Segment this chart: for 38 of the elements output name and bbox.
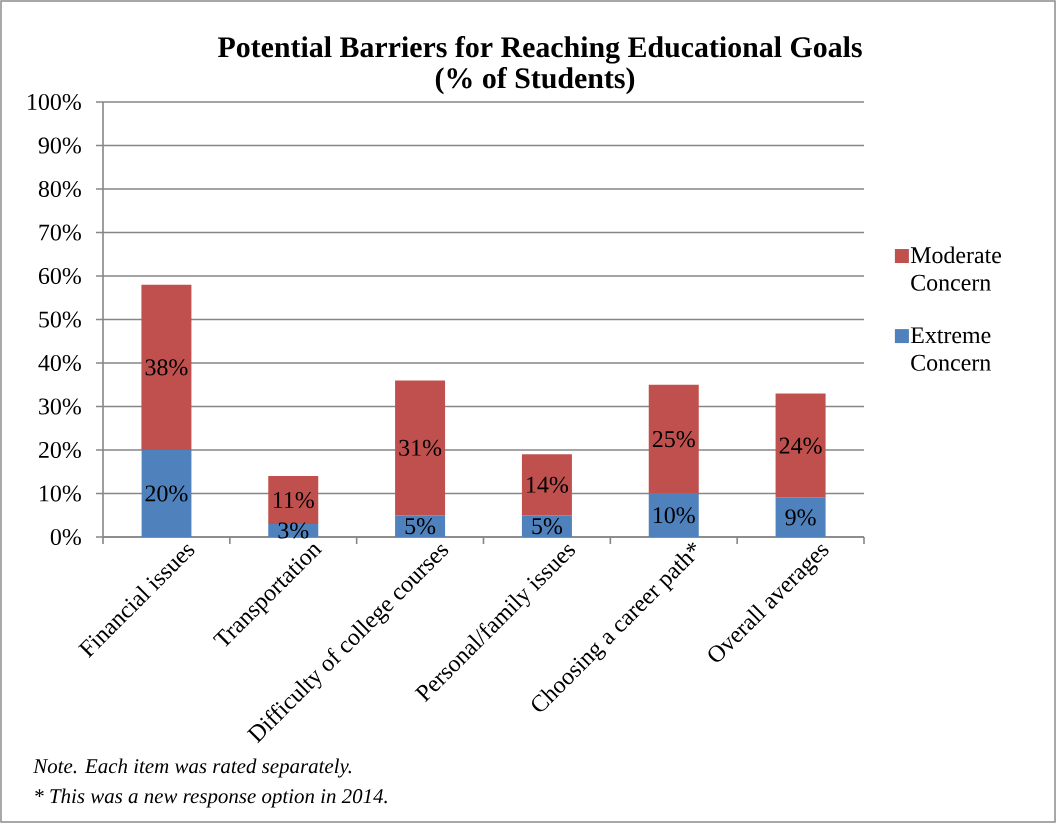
- bar: [141, 284, 192, 451]
- chart-subtitle: (% of Students): [435, 66, 635, 95]
- text: * This was a new response option in 2014.: [35, 788, 387, 808]
- y-tick-label: 100%: [28, 93, 81, 111]
- data-label: 10%: [653, 507, 695, 524]
- data-label: 31%: [399, 439, 442, 456]
- y-tick-label: 40%: [38, 354, 81, 372]
- y-tick-label: 0%: [50, 528, 81, 546]
- data-label: 25%: [652, 431, 695, 448]
- bar: [268, 476, 319, 524]
- bar: [775, 497, 826, 538]
- data-label: 5%: [405, 518, 436, 535]
- bar: [521, 454, 572, 516]
- y-tick-label: 50%: [39, 311, 81, 328]
- data-label: 9%: [785, 509, 816, 526]
- bar: [395, 380, 446, 516]
- data-label: 3%: [278, 522, 309, 539]
- legend-label: Extreme Concern: [910, 327, 991, 371]
- data-label: 38%: [145, 359, 188, 376]
- y-tick-label: 10%: [40, 485, 81, 502]
- data-label: 11%: [273, 491, 314, 509]
- y-tick-label: 20%: [38, 441, 81, 459]
- y-tick-label: 70%: [39, 224, 81, 241]
- text: Note. Each item was rated separately.: [33, 758, 352, 778]
- bar: [141, 450, 192, 538]
- data-label: 5%: [532, 518, 563, 535]
- data-label: 20%: [145, 485, 188, 502]
- y-tick-label: 30%: [39, 398, 81, 415]
- y-tick-label: 80%: [38, 180, 81, 198]
- data-label: 24%: [779, 437, 822, 454]
- data-label: 14%: [527, 476, 569, 493]
- bar: [648, 493, 699, 538]
- y-tick-label: 60%: [38, 267, 81, 285]
- legend-label: Moderate Concern: [910, 246, 1002, 291]
- chart-title: Potential Barriers for Reaching Educational Goals: [218, 35, 862, 64]
- bar: [775, 393, 826, 498]
- bar: [648, 384, 699, 494]
- y-tick-label: 90%: [38, 137, 81, 154]
